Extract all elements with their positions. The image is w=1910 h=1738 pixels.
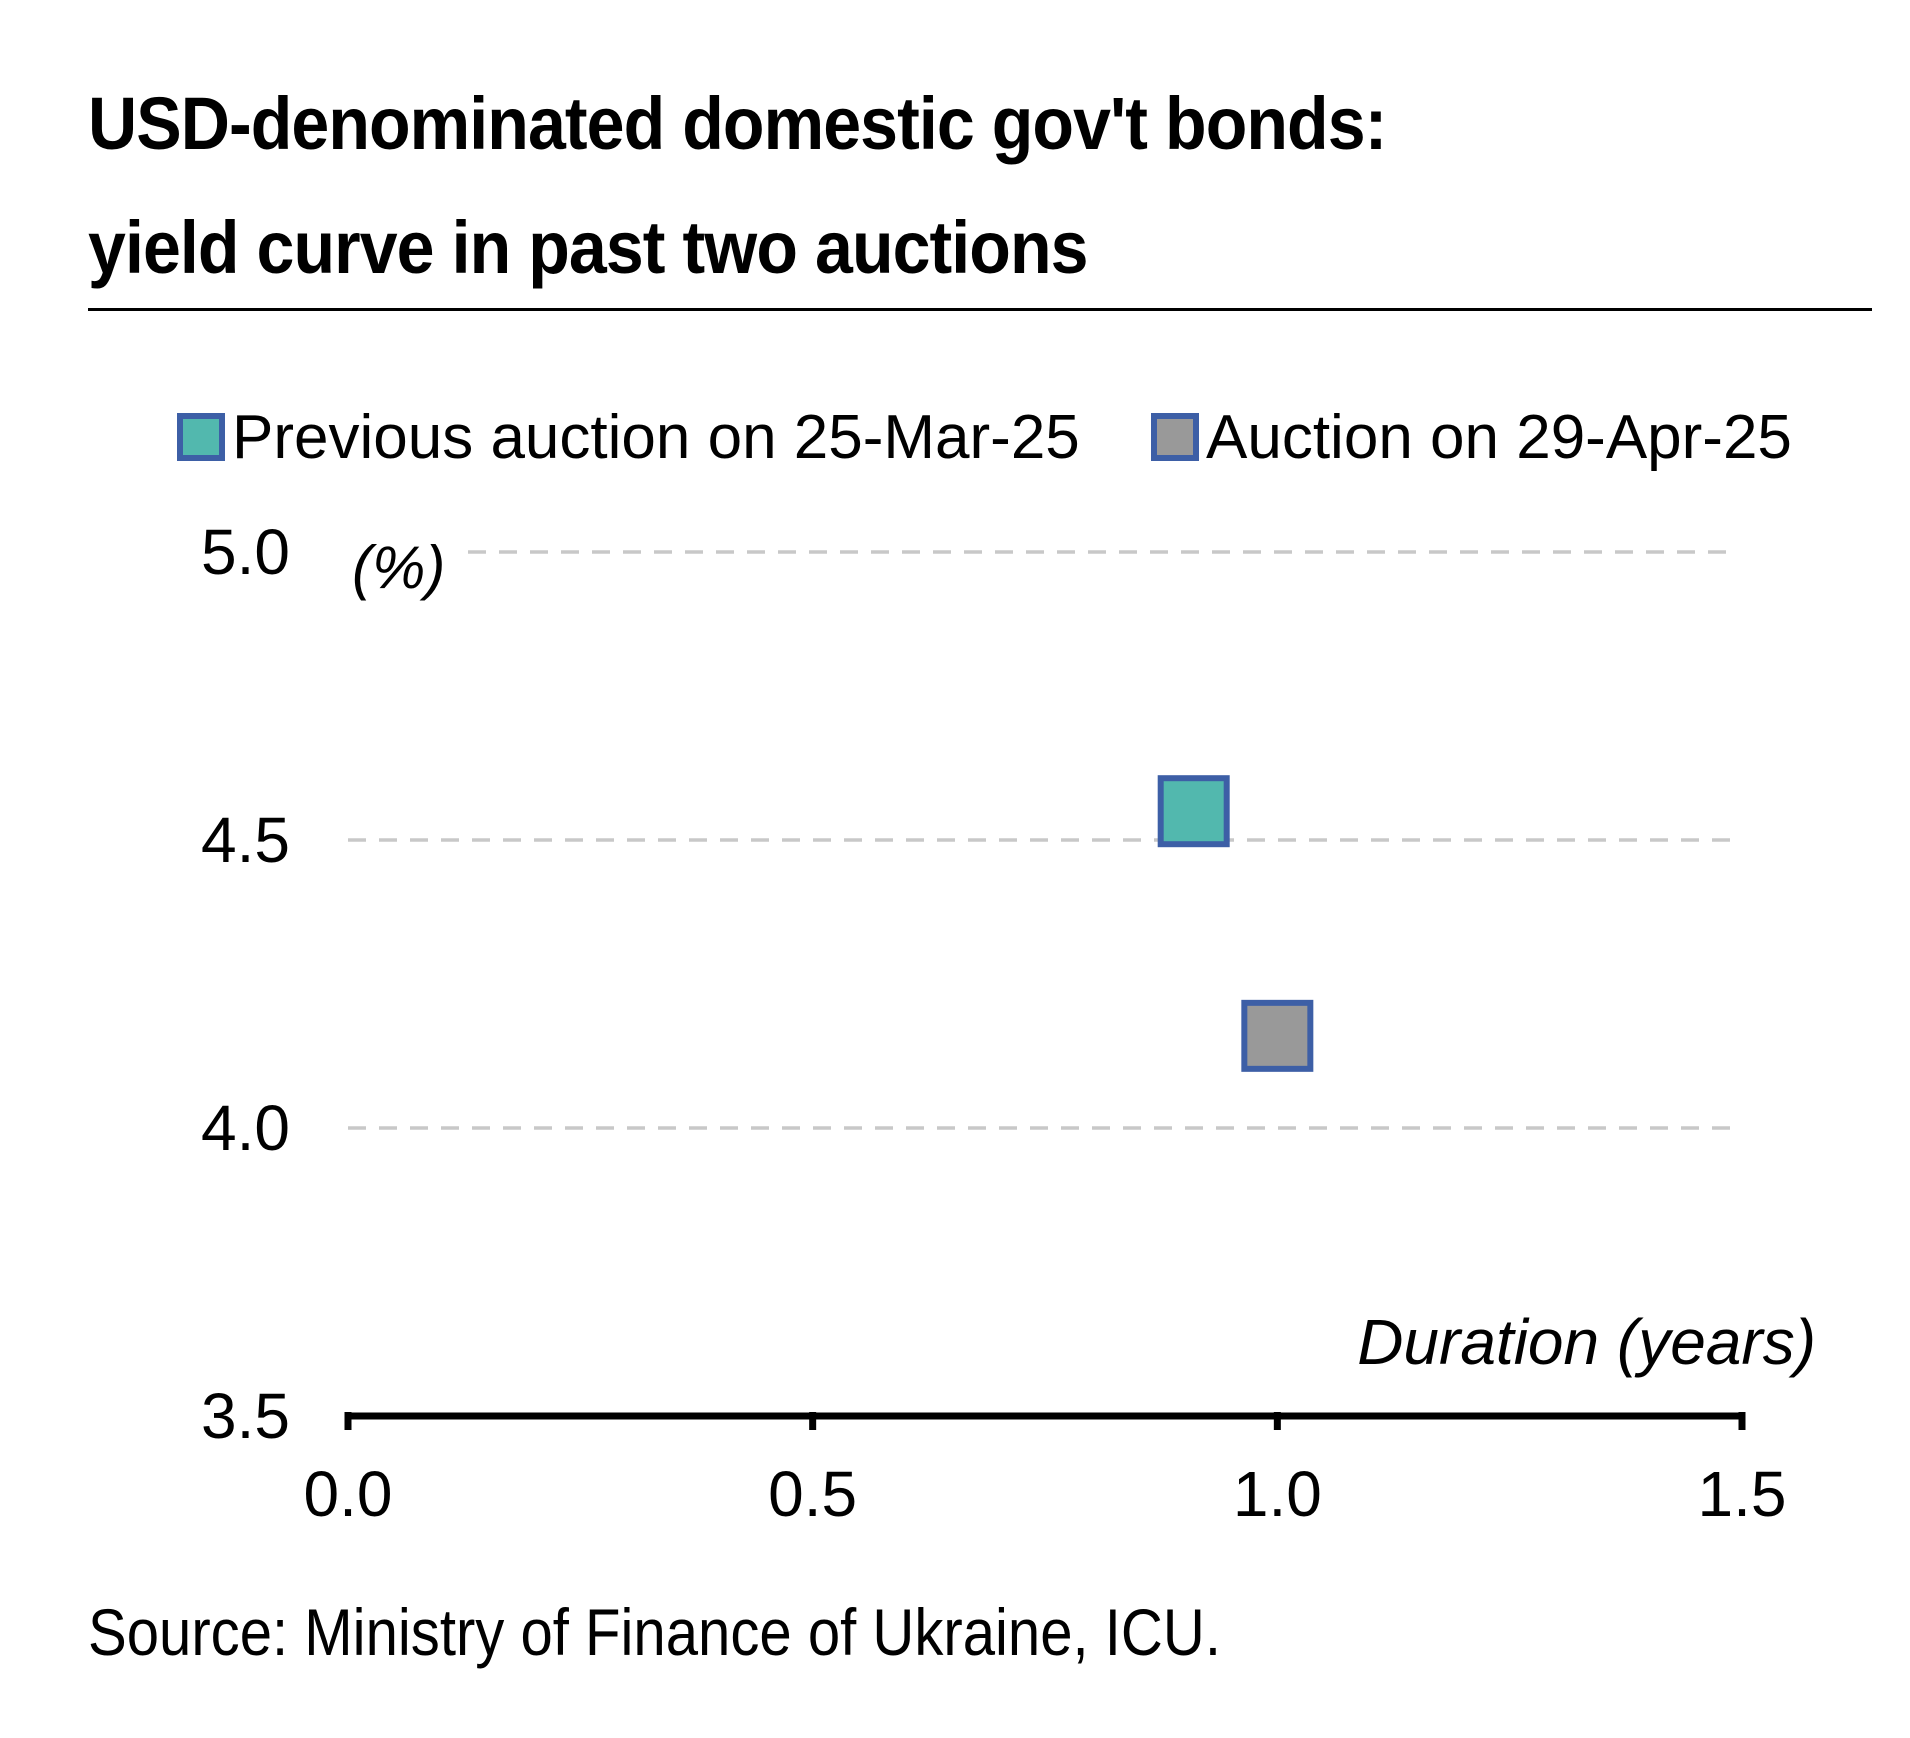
data-points bbox=[1157, 775, 1314, 1072]
title-divider bbox=[88, 308, 1872, 311]
chart-title-line-1: USD-denominated domestic gov't bonds: bbox=[88, 82, 1387, 165]
legend-label-2: Auction on 29-Apr-25 bbox=[1206, 403, 1792, 472]
legend-swatch-2 bbox=[1151, 413, 1199, 461]
y-tick-label-5.0: 5.0 bbox=[201, 516, 290, 588]
data-point-series-1-1 bbox=[1157, 775, 1230, 848]
x-tick-label-0.5: 0.5 bbox=[768, 1458, 857, 1530]
gridlines bbox=[348, 550, 1730, 1130]
y-tick-label-3.5: 3.5 bbox=[201, 1380, 290, 1452]
x-axis-title: Duration (years) bbox=[1357, 1306, 1816, 1378]
x-tick-label-1.5: 1.5 bbox=[1698, 1458, 1787, 1530]
y-tick-label-4.0: 4.0 bbox=[201, 1092, 290, 1164]
legend-swatch-1 bbox=[177, 413, 225, 461]
axes bbox=[344, 1412, 1746, 1430]
chart-title: USD-denominated domestic gov't bonds: yi… bbox=[88, 62, 1707, 310]
chart-title-line-2: yield curve in past two auctions bbox=[88, 206, 1089, 289]
y-axis-unit-label: (%) bbox=[352, 534, 445, 601]
axis-labels: 3.5 4.0 4.5 5.0 0.0 0.5 1.0 1.5 (%) Duration (yea… bbox=[201, 516, 1816, 1530]
x-tick-label-1.0: 1.0 bbox=[1233, 1458, 1322, 1530]
data-point-series-2-1 bbox=[1241, 999, 1314, 1072]
legend-label-1: Previous auction on 25-Mar-25 bbox=[232, 403, 1080, 472]
x-tick-label-0.0: 0.0 bbox=[304, 1458, 393, 1530]
source-note: Source: Ministry of Finance of Ukraine, … bbox=[88, 1595, 1221, 1669]
y-tick-label-4.5: 4.5 bbox=[201, 804, 290, 876]
chart-legend: Previous auction on 25-Mar-25 Auction on … bbox=[177, 403, 1792, 472]
